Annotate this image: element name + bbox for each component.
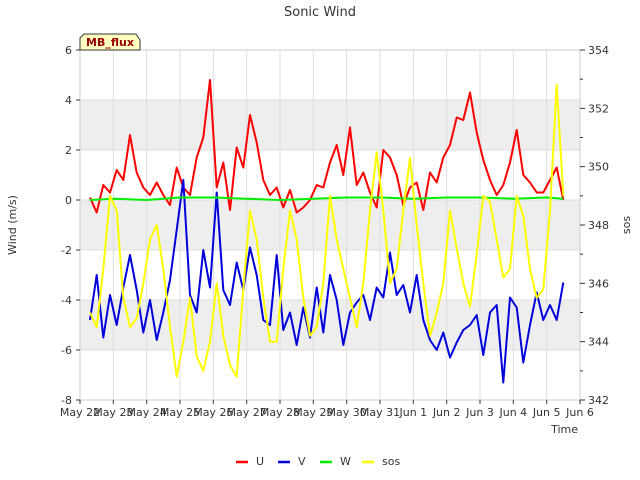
x-tick-label: Jun 1 (398, 406, 427, 419)
y-tick-label: -4 (61, 294, 72, 307)
x-tick-label: May 27 (227, 406, 267, 419)
chart-title: Sonic Wind (284, 5, 356, 20)
background-band (80, 100, 580, 150)
y2-tick-label: 346 (588, 277, 609, 290)
x-tick-label: Jun 6 (565, 406, 594, 419)
legend-label-v: V (298, 455, 306, 468)
x-tick-label: May 31 (360, 406, 400, 419)
y-tick-label: 6 (65, 44, 72, 57)
series-v-line (89, 179, 565, 384)
x-tick-label: May 22 (60, 406, 100, 419)
x-tick-label: May 29 (293, 406, 333, 419)
x-tick-label: Jun 5 (532, 406, 561, 419)
y2-tick-label: 342 (588, 394, 609, 407)
y-tick-label: 2 (65, 144, 72, 157)
y-tick-label: -2 (61, 244, 72, 257)
x-axis-label: Time (550, 423, 578, 436)
x-tick-label: May 26 (193, 406, 233, 419)
y-tick-label: -8 (61, 394, 72, 407)
badge-shape (79, 33, 141, 51)
y-tick-label: 0 (65, 194, 72, 207)
legend-label-sos: sos (382, 455, 400, 468)
x-tick-label: May 30 (327, 406, 367, 419)
y-tick-label: -6 (61, 344, 72, 357)
y2-tick-label: 354 (588, 44, 609, 57)
x-tick-label: Jun 3 (465, 406, 494, 419)
x-tick-label: Jun 4 (498, 406, 527, 419)
y2-axis-ticks: 342 344 346 348 350 352 354 (580, 44, 609, 407)
legend-label-w: W (340, 455, 351, 468)
y-axis-ticks: -8 -6 -4 -2 0 2 4 6 (61, 44, 80, 407)
x-tick-label: May 23 (93, 406, 133, 419)
y2-axis-label: sos (620, 216, 633, 234)
series-sos-line (89, 84, 565, 378)
dataset-badge: MB_flux (79, 33, 141, 51)
x-tick-label: May 24 (127, 406, 167, 419)
series-u-line (89, 79, 565, 214)
y2-tick-label: 352 (588, 102, 609, 115)
legend-label-u: U (256, 455, 264, 468)
background-bands (80, 100, 580, 350)
y2-tick-label: 344 (588, 336, 609, 349)
y2-tick-label: 350 (588, 161, 609, 174)
y-tick-label: 4 (65, 94, 72, 107)
x-tick-label: Jun 2 (432, 406, 461, 419)
x-tick-label: May 28 (260, 406, 300, 419)
y-axis-label: Wind (m/s) (6, 195, 19, 255)
y2-tick-label: 348 (588, 219, 609, 232)
badge-label: MB_flux (86, 36, 134, 49)
x-tick-label: May 25 (160, 406, 200, 419)
series-lines (89, 79, 565, 384)
